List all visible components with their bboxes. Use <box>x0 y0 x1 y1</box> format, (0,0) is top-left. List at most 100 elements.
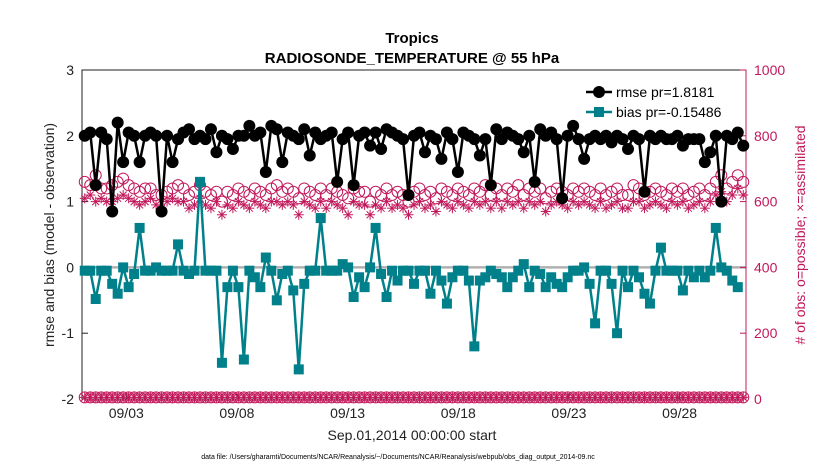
obs-assimilated-point <box>365 209 376 220</box>
obs-assimilated-point <box>200 199 211 210</box>
rmse-point <box>578 152 591 165</box>
obs-assimilated-point <box>562 203 573 214</box>
bias-point <box>694 265 705 276</box>
obs-assimilated-point <box>403 209 414 220</box>
bias-point <box>595 265 606 276</box>
bias-point <box>288 285 299 296</box>
plot-area: 3 2 1 0 -1 -2 1000 800 600 400 200 0 09/03 09/08 09/13… <box>62 62 786 421</box>
obs-assimilated-point <box>650 196 661 207</box>
rmse-point <box>183 123 196 136</box>
obs-assimilated-point <box>326 196 337 207</box>
obs-assimilated-point <box>184 203 195 214</box>
bias-point <box>123 282 134 293</box>
obs-possible-point <box>429 192 442 205</box>
bias-point <box>167 265 178 276</box>
obs-assimilated-point <box>112 193 123 204</box>
bias-point <box>463 275 474 286</box>
bias-point <box>474 275 485 286</box>
obs-assimilated-point <box>118 190 129 201</box>
obs-possible-point <box>512 179 525 192</box>
bias-point <box>348 292 359 303</box>
obs-possible-point <box>704 182 717 195</box>
rmse-point <box>512 133 525 146</box>
y-tick-label-left: 2 <box>66 128 74 144</box>
bias-point <box>507 272 518 283</box>
obs-assimilated-point <box>419 203 430 214</box>
obs-assimilated-point <box>315 196 326 207</box>
obs-assimilated-point <box>151 199 162 210</box>
rmse-point <box>298 123 311 136</box>
rmse-point <box>117 156 130 169</box>
bias-point <box>129 268 140 279</box>
bias-point <box>381 292 392 303</box>
obs-assimilated-point <box>655 199 666 210</box>
obs-assimilated-point <box>463 203 474 214</box>
obs-assimilated-point <box>639 203 650 214</box>
bias-point <box>112 288 123 299</box>
bias-point <box>107 278 118 289</box>
rmse-point <box>100 133 113 146</box>
obs-possible-point <box>539 192 552 205</box>
obs-assimilated-point <box>162 196 173 207</box>
rmse-point <box>523 129 536 142</box>
rmse-point <box>375 142 388 155</box>
bias-point <box>590 318 601 329</box>
rmse-point <box>693 133 706 146</box>
legend-rmse-label: rmse pr=1.8181 <box>616 84 715 100</box>
obs-assimilated-point <box>332 199 343 210</box>
obs-assimilated-point <box>79 193 90 204</box>
bias-point <box>392 275 403 286</box>
rmse-point <box>237 129 250 142</box>
bias-point <box>321 265 332 276</box>
bias-point <box>315 213 326 224</box>
bias-point <box>409 278 419 289</box>
rmse-point <box>528 175 541 188</box>
bias-point <box>238 354 249 365</box>
obs-assimilated-point <box>529 199 540 210</box>
y-tick-label-right: 200 <box>754 325 778 341</box>
rmse-point <box>397 133 410 146</box>
rmse-point <box>369 126 382 139</box>
bias-point <box>266 265 277 276</box>
obs-assimilated-point <box>694 196 705 207</box>
bias-point <box>469 341 480 352</box>
obs-assimilated-point <box>672 199 683 210</box>
bias-point <box>430 265 441 276</box>
obs-assimilated-point <box>699 203 710 214</box>
bias-point <box>425 288 436 299</box>
rmse-point <box>161 129 174 142</box>
rmse-point <box>210 146 223 159</box>
obs-possible-point <box>715 169 728 182</box>
y-tick-label-right: 800 <box>754 128 778 144</box>
obs-assimilated-point <box>343 209 354 220</box>
rmse-point <box>331 175 344 188</box>
bias-point <box>370 222 381 233</box>
bias-point <box>282 265 293 276</box>
rmse-point <box>347 179 360 192</box>
rmse-point <box>166 156 179 169</box>
obs-assimilated-point <box>134 199 145 210</box>
bias-point <box>551 278 562 289</box>
obs-assimilated-point <box>189 199 200 210</box>
bias-point <box>557 282 568 293</box>
obs-assimilated-point <box>233 196 244 207</box>
bias-point <box>579 262 590 273</box>
obs-assimilated-point <box>381 196 392 207</box>
bias-point <box>249 272 260 283</box>
y-tick-label-right: 600 <box>754 194 778 210</box>
rmse-point <box>276 156 289 169</box>
rmse-point <box>484 179 497 192</box>
obs-assimilated-point <box>238 199 249 210</box>
bias-point <box>639 288 650 299</box>
rmse-point <box>111 116 124 129</box>
x-tick-label: 09/23 <box>551 405 586 421</box>
obs-assimilated-point <box>255 199 266 210</box>
bias-point <box>233 282 244 293</box>
bias-point <box>661 265 672 276</box>
rmse-point <box>418 146 431 159</box>
bias-point <box>419 265 430 276</box>
bias-point <box>601 265 612 276</box>
obs-assimilated-point <box>546 199 557 210</box>
footer-data-file: data file: /Users/gharamti/Documents/NCA… <box>201 454 595 461</box>
